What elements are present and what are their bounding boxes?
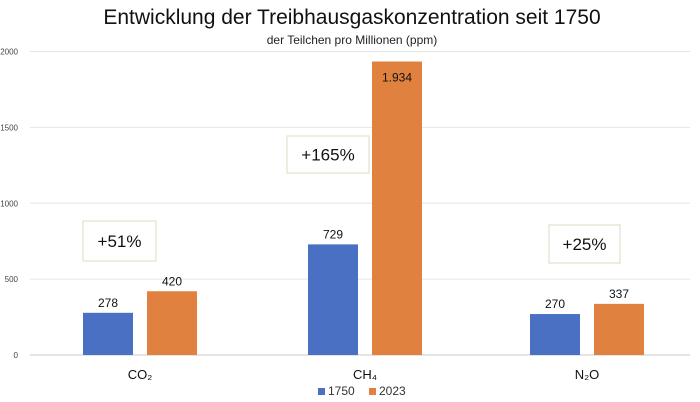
annotation-label: +165% [301,146,354,165]
annotation-box [82,220,157,262]
legend: 1750 2023 [318,384,406,398]
legend-swatch-2023 [369,388,376,395]
annotation-label: +51% [98,232,142,251]
bars: 278 420 729 1.934 270 337 [83,61,644,355]
category-label: CH₄ [353,367,377,382]
annotations: +51% +165% +25% [82,135,621,264]
annotation-box [548,224,621,264]
y-tick-label: 1500 [0,123,18,132]
bar-1750-1 [308,244,358,355]
legend-label: 1750 [328,384,355,398]
data-label: 337 [609,287,629,301]
bar-2023-0 [147,291,197,355]
data-label: 420 [162,274,182,288]
chart-title: Entwicklung der Treibhausgaskonzentratio… [103,6,600,29]
legend-label: 2023 [379,384,406,398]
y-tick-label: 500 [5,275,19,284]
data-label: 278 [98,296,118,310]
y-tick-label: 0 [14,351,19,360]
category-label: CO₂ [128,367,153,382]
chart-subtitle: der Teilchen pro Millionen (ppm) [267,33,438,47]
annotation-box [286,135,370,174]
y-axis: 0 500 1000 1500 2000 [0,48,18,361]
bar-1750-0 [83,312,133,355]
data-label: 270 [545,297,565,311]
legend-swatch-1750 [318,388,325,395]
bar-1750-2 [530,314,580,355]
gridlines [30,51,690,356]
bar-2023-1 [372,61,422,355]
x-axis: CO₂ CH₄ N₂O [128,367,600,382]
y-tick-label: 2000 [0,48,18,57]
annotation-label: +25% [563,235,607,254]
bar-2023-2 [594,303,644,355]
category-label: N₂O [575,367,600,382]
data-label: 729 [323,227,343,241]
y-tick-label: 1000 [0,199,18,208]
data-label: 1.934 [382,71,412,85]
